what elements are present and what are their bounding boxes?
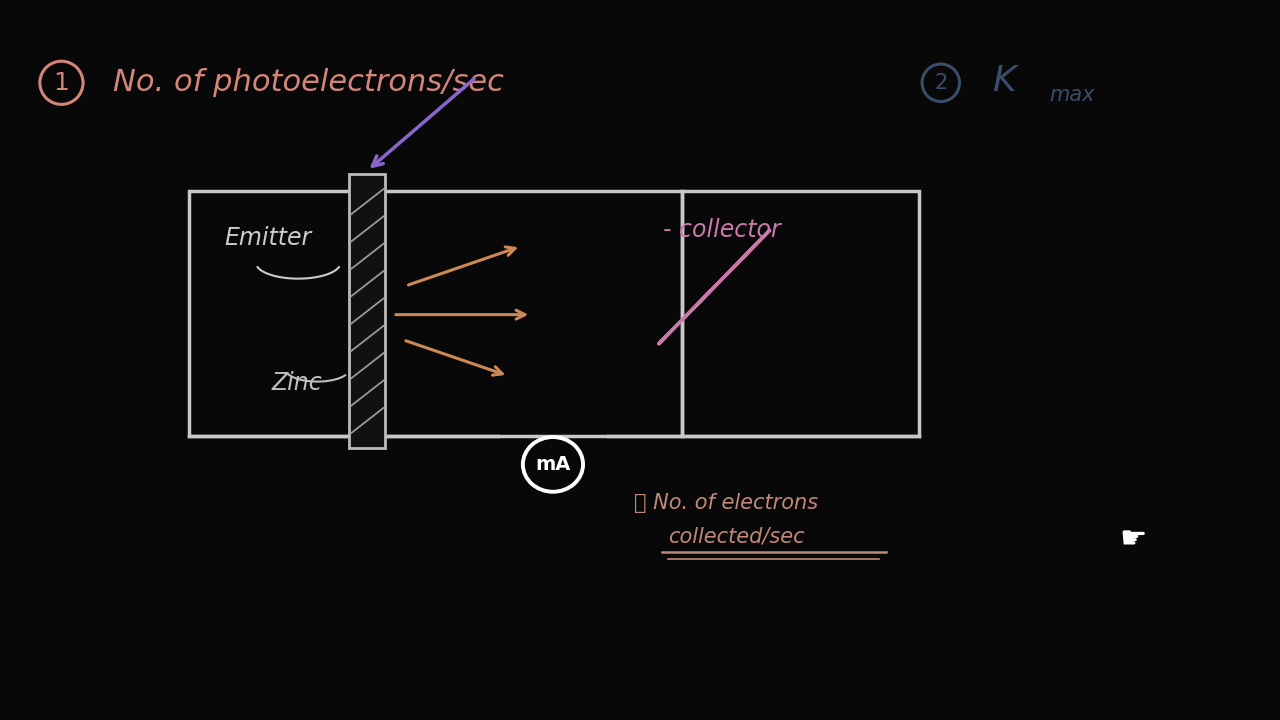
Text: No. of photoelectrons/sec: No. of photoelectrons/sec bbox=[113, 68, 503, 97]
Text: - collector: - collector bbox=[663, 218, 781, 243]
Text: mA: mA bbox=[535, 455, 571, 474]
Text: K: K bbox=[992, 64, 1016, 99]
Text: collected/sec: collected/sec bbox=[668, 526, 805, 546]
Text: Zinc: Zinc bbox=[271, 371, 323, 395]
Text: 1: 1 bbox=[54, 71, 69, 95]
Bar bbox=[349, 174, 385, 448]
Text: ☛: ☛ bbox=[1119, 526, 1147, 554]
Text: 2: 2 bbox=[934, 73, 947, 93]
Text: max: max bbox=[1050, 85, 1096, 105]
Bar bbox=[682, 191, 919, 436]
Text: Emitter: Emitter bbox=[224, 225, 311, 250]
Bar bbox=[189, 191, 682, 436]
Text: ⌣ No. of electrons: ⌣ No. of electrons bbox=[634, 492, 818, 513]
